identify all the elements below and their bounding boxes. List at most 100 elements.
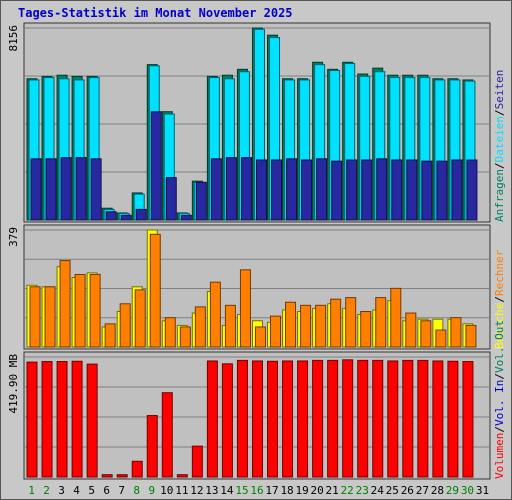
x-tick-label-day-29: 29 bbox=[446, 484, 459, 497]
x-tick-label-day-30: 30 bbox=[461, 484, 474, 497]
bar-rechner-day-21 bbox=[330, 298, 342, 348]
bar-seiten-day-14 bbox=[225, 157, 237, 221]
bar-seiten-day-8 bbox=[135, 208, 147, 221]
x-tick-label-day-24: 24 bbox=[371, 484, 385, 497]
bar-volumen-day-27 bbox=[417, 359, 429, 478]
bar-volumen-day-25 bbox=[387, 360, 399, 478]
bar-rechner-day-30 bbox=[465, 324, 477, 348]
chart-panel-3: 419.90 MB Volumen/Vol. In/Vol. Out bbox=[7, 320, 506, 480]
bar-seiten-day-25 bbox=[391, 159, 403, 221]
bar-volumen-day-19 bbox=[297, 360, 309, 478]
bar-volumen-day-1 bbox=[26, 361, 38, 478]
bar-rechner-day-8 bbox=[134, 289, 146, 348]
bar-volumen-day-29 bbox=[447, 360, 459, 478]
legend-item-besuche: Besuche bbox=[493, 303, 506, 349]
bar-volumen-day-8 bbox=[131, 460, 143, 478]
legend-item-seiten: Seiten bbox=[493, 70, 506, 110]
bar-rechner-day-13 bbox=[209, 281, 221, 348]
bar-seiten-day-18 bbox=[286, 158, 298, 221]
x-tick-label-day-27: 27 bbox=[416, 484, 429, 497]
y-axis-max-label: 379 bbox=[7, 227, 20, 247]
bar-rechner-day-24 bbox=[375, 297, 387, 348]
bar-volumen-day-24 bbox=[372, 359, 384, 478]
x-tick-label-day-5: 5 bbox=[88, 484, 95, 497]
bar-seiten-day-17 bbox=[271, 159, 283, 221]
chart-title: Tages-Statistik im Monat November 2025 bbox=[18, 6, 293, 20]
legend-item-volumen: Volumen bbox=[493, 433, 506, 479]
bar-rechner-day-26 bbox=[405, 312, 417, 348]
bar-volumen-day-23 bbox=[357, 359, 369, 478]
bar-seiten-day-24 bbox=[376, 158, 388, 221]
bar-seiten-day-15 bbox=[240, 157, 252, 221]
chart-panel-1: 8156 Anfragen/Dateien/Seiten bbox=[7, 22, 506, 223]
bar-seiten-day-22 bbox=[346, 159, 358, 221]
x-tick-label-day-23: 23 bbox=[356, 484, 369, 497]
x-tick-label-day-2: 2 bbox=[43, 484, 50, 497]
bar-seiten-day-29 bbox=[451, 159, 463, 221]
bar-volumen-day-9 bbox=[146, 415, 158, 478]
legend-item-vol-in: Vol. In bbox=[493, 380, 506, 426]
legend-item-vol-out: Vol. Out bbox=[493, 320, 506, 373]
x-tick-label-day-7: 7 bbox=[118, 484, 125, 497]
x-tick-label-day-10: 10 bbox=[160, 484, 173, 497]
bar-volumen-day-12 bbox=[191, 445, 203, 478]
bar-rechner-day-5 bbox=[89, 273, 101, 348]
bar-rechner-day-3 bbox=[59, 260, 71, 348]
x-tick-label-day-4: 4 bbox=[73, 484, 80, 497]
bar-volumen-day-3 bbox=[56, 361, 68, 478]
bar-seiten-day-30 bbox=[466, 159, 478, 221]
bar-volumen-day-20 bbox=[312, 359, 324, 478]
x-tick-label-day-17: 17 bbox=[265, 484, 278, 497]
bar-seiten-day-21 bbox=[331, 160, 343, 221]
bar-rechner-day-22 bbox=[345, 297, 357, 348]
x-tick-label-day-19: 19 bbox=[295, 484, 308, 497]
x-tick-label-day-1: 1 bbox=[28, 484, 35, 497]
bar-seiten-day-27 bbox=[421, 160, 433, 221]
bar-volumen-day-15 bbox=[236, 359, 248, 478]
x-tick-label-day-14: 14 bbox=[220, 484, 234, 497]
x-tick-label-day-31: 31 bbox=[476, 484, 489, 497]
bar-volumen-day-22 bbox=[342, 359, 354, 478]
legend-item-rechner: Rechner bbox=[493, 249, 506, 296]
x-tick-label-day-22: 22 bbox=[341, 484, 354, 497]
bar-rechner-day-6 bbox=[104, 323, 116, 348]
x-tick-label-day-26: 26 bbox=[401, 484, 414, 497]
bar-volumen-day-17 bbox=[267, 360, 279, 478]
bar-rechner-day-20 bbox=[315, 304, 327, 348]
x-tick-label-day-21: 21 bbox=[326, 484, 339, 497]
x-tick-label-day-12: 12 bbox=[190, 484, 203, 497]
bar-rechner-day-12 bbox=[194, 306, 206, 348]
x-tick-label-day-25: 25 bbox=[386, 484, 399, 497]
x-tick-label-day-13: 13 bbox=[205, 484, 218, 497]
x-tick-label-day-8: 8 bbox=[133, 484, 140, 497]
bar-rechner-day-27 bbox=[420, 320, 432, 348]
bar-seiten-day-28 bbox=[436, 160, 448, 221]
bar-volumen-day-2 bbox=[41, 361, 53, 478]
bar-volumen-day-5 bbox=[86, 363, 98, 478]
bar-rechner-day-2 bbox=[44, 286, 56, 348]
bar-rechner-day-1 bbox=[29, 286, 41, 348]
y-axis-max-label: 8156 bbox=[7, 25, 20, 52]
bar-rechner-day-28 bbox=[435, 329, 447, 348]
x-tick-label-day-11: 11 bbox=[175, 484, 188, 497]
bar-seiten-day-11 bbox=[180, 214, 192, 221]
bar-volumen-day-10 bbox=[161, 392, 173, 478]
bar-rechner-day-4 bbox=[74, 273, 86, 348]
bar-volumen-day-18 bbox=[282, 360, 294, 478]
bar-rechner-day-10 bbox=[164, 317, 176, 348]
bar-rechner-day-18 bbox=[285, 301, 297, 348]
bar-seiten-day-26 bbox=[406, 159, 418, 221]
bar-seiten-day-10 bbox=[165, 177, 177, 221]
y-axis-max-label: 419.90 MB bbox=[7, 354, 20, 414]
legend-panel-3: Volumen/Vol. In/Vol. Out bbox=[493, 320, 506, 479]
bar-volumen-day-28 bbox=[432, 360, 444, 478]
bar-rechner-day-14 bbox=[224, 304, 236, 348]
bar-seiten-day-6 bbox=[105, 211, 117, 221]
bar-seiten-day-2 bbox=[45, 158, 57, 221]
bar-seiten-day-19 bbox=[301, 159, 313, 221]
bar-rechner-day-7 bbox=[119, 303, 131, 348]
bar-seiten-day-5 bbox=[90, 158, 102, 221]
bar-volumen-day-13 bbox=[206, 360, 218, 478]
bar-rechner-day-29 bbox=[450, 317, 462, 348]
